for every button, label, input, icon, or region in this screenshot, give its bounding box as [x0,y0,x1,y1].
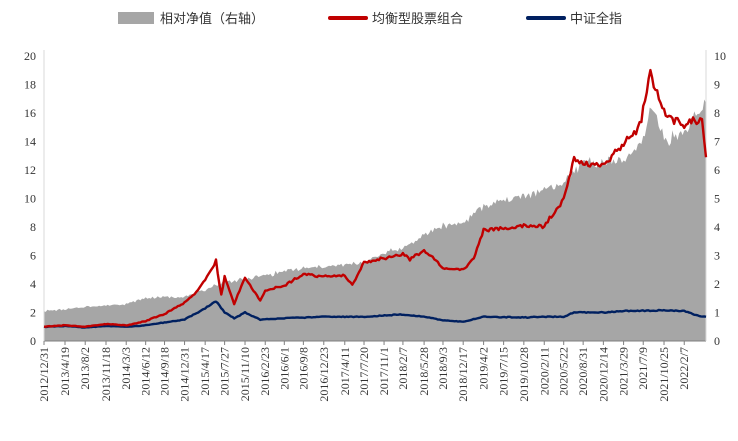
x-tick-label: 2016/6/1 [277,347,291,390]
y-right-tick-label: 3 [714,249,720,263]
x-tick-label: 2015/11/10 [238,347,252,401]
x-tick-label: 2016/9/8 [296,347,310,390]
x-tick-label: 2018/12/17 [456,347,470,402]
x-tick-label: 2016/12/23 [317,347,331,402]
x-tick-label: 2021/7/9 [636,347,650,390]
x-tick-label: 2019/10/28 [517,347,531,402]
x-tick-label: 2014/12/31 [178,347,192,402]
x-tick-label: 2020/2/11 [537,347,551,395]
x-tick-label: 2014/9/18 [158,347,172,396]
x-tick-label: 2020/5/22 [557,347,571,396]
y-left-tick-label: 20 [24,49,36,63]
x-tick-label: 2015/4/17 [198,347,212,396]
y-right-tick-label: 8 [714,106,720,120]
y-right-tick-label: 9 [714,78,720,92]
x-tick-label: 2018/9/3 [436,347,450,390]
y-left-tick-label: 14 [24,135,36,149]
legend-label: 均衡型股票组合 [372,11,463,26]
x-tick-label: 2022/2/7 [677,347,691,390]
series-line-csi-all-share [43,300,707,329]
y-right-tick-label: 7 [714,135,720,149]
legend: 相对净值（右轴） 均衡型股票组合 中证全指 [118,11,622,26]
legend-label: 相对净值（右轴） [160,11,264,26]
x-tick-label: 2019/7/15 [497,347,511,396]
y-left-tick-label: 10 [24,192,36,206]
x-tick-label: 2014/6/12 [139,347,153,396]
y-right-tick-label: 2 [714,277,720,291]
x-tick-label: 2020/8/31 [576,347,590,396]
x-tick-label: 2014/3/3 [119,347,133,390]
y-right-tick-label: 10 [714,49,726,63]
y-left-tick-label: 12 [24,163,36,177]
x-tick-label: 2017/4/11 [338,347,352,395]
y-right-tick-label: 1 [714,306,720,320]
y-left-tick-label: 6 [30,249,36,263]
x-tick-label: 2013/11/18 [99,347,113,401]
y-left-tick-label: 18 [24,78,36,92]
x-tick-label: 2013/8/2 [78,347,92,390]
y-left-tick-label: 2 [30,306,36,320]
y-left-tick-label: 0 [30,334,36,348]
x-tick-label: 2019/4/2 [477,347,491,390]
y-right-tick-label: 5 [714,192,720,206]
y-left-tick-label: 4 [30,277,36,291]
y-left-tick-label: 16 [24,106,36,120]
x-tick-label: 2018/5/28 [417,347,431,396]
x-tick-label: 2021/10/25 [657,347,671,402]
y-right-tick-label: 4 [714,220,720,234]
y-right-tick-label: 6 [714,163,720,177]
x-tick-label: 2012/12/31 [37,347,51,402]
series-area-relative-nav [44,99,706,341]
legend-swatch [118,12,154,24]
y-right-tick-label: 0 [714,334,720,348]
x-tick-label: 2020/12/14 [596,347,610,402]
series-line-balanced-portfolio [44,68,708,328]
x-tick-label: 2016/2/23 [258,347,272,396]
x-tick-label: 2013/4/19 [58,347,72,396]
x-tick-label: 2018/2/7 [396,347,410,390]
x-tick-label: 2017/7/20 [357,347,371,396]
relative-nav-area-layer [44,99,706,341]
x-tick-label: 2021/3/29 [617,347,631,396]
y-left-tick-label: 8 [30,220,36,234]
x-tick-label: 2015/7/27 [218,347,232,396]
x-tick-label: 2017/11/1 [377,347,391,395]
legend-label: 中证全指 [570,11,622,26]
series-lines [43,68,708,329]
